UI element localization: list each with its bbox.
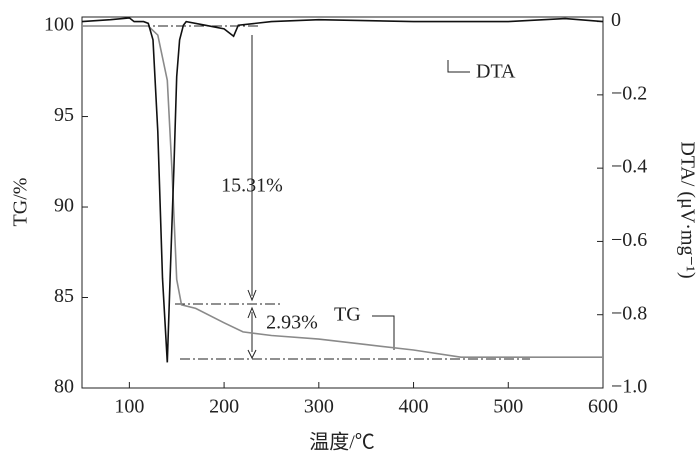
y2-tick-label: −0.4 [611,156,647,178]
series-line [81,17,604,363]
y-tick-label: 85 [54,285,74,307]
y-tick-label: 100 [44,14,74,36]
series-label: TG [334,304,361,326]
y2-tick-label: −1.0 [611,376,647,398]
annotation: 15.31% [221,175,283,197]
y-axis-label: TG/% [10,178,32,227]
x-tick-label: 500 [493,396,523,418]
x-tick-label: 400 [399,396,429,418]
annotation-lines [140,25,530,360]
x-tick-label: 200 [209,396,239,418]
y-tick-label: 90 [54,195,74,217]
y2-axis-label: DTA/ (μV·mg⁻¹) [676,141,698,278]
series-line [82,25,603,358]
y2-tick-label: −0.8 [611,302,647,324]
plot-frame [81,16,604,389]
x-tick-label: 600 [588,396,618,418]
y-tick-label: 80 [54,376,74,398]
y2-tick-label: −0.2 [611,82,647,104]
annotation: 2.93% [266,312,318,334]
x-axis-label: 温度/℃ [309,431,375,453]
x-tick-label: 100 [114,396,144,418]
y2-tick-label: −0.6 [611,229,647,251]
series-label: DTA [476,61,516,83]
y-tick-label: 95 [54,104,74,126]
x-tick-label: 300 [304,396,334,418]
y2-tick-label: 0 [611,9,621,31]
